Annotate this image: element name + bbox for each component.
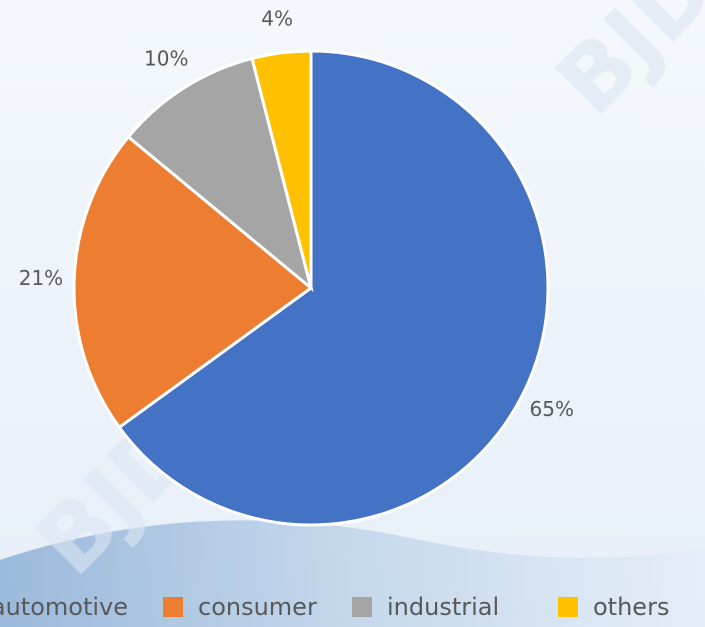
page: BJDBJDBJDBJD 65%21%10%4% automotiveconsu… [0,0,705,627]
data-label: 4% [261,6,293,30]
legend-swatch [163,597,183,617]
legend-label: others [593,593,669,621]
data-label: 65% [530,397,574,421]
legend-swatch [558,597,578,617]
legend-swatch [352,597,372,617]
legend-label: automotive [0,593,128,621]
data-label: 21% [19,266,63,290]
legend-label: industrial [387,593,499,621]
legend-label: consumer [198,593,317,621]
chart: BJDBJDBJDBJD 65%21%10%4% automotiveconsu… [0,0,705,627]
data-label: 10% [144,46,188,70]
